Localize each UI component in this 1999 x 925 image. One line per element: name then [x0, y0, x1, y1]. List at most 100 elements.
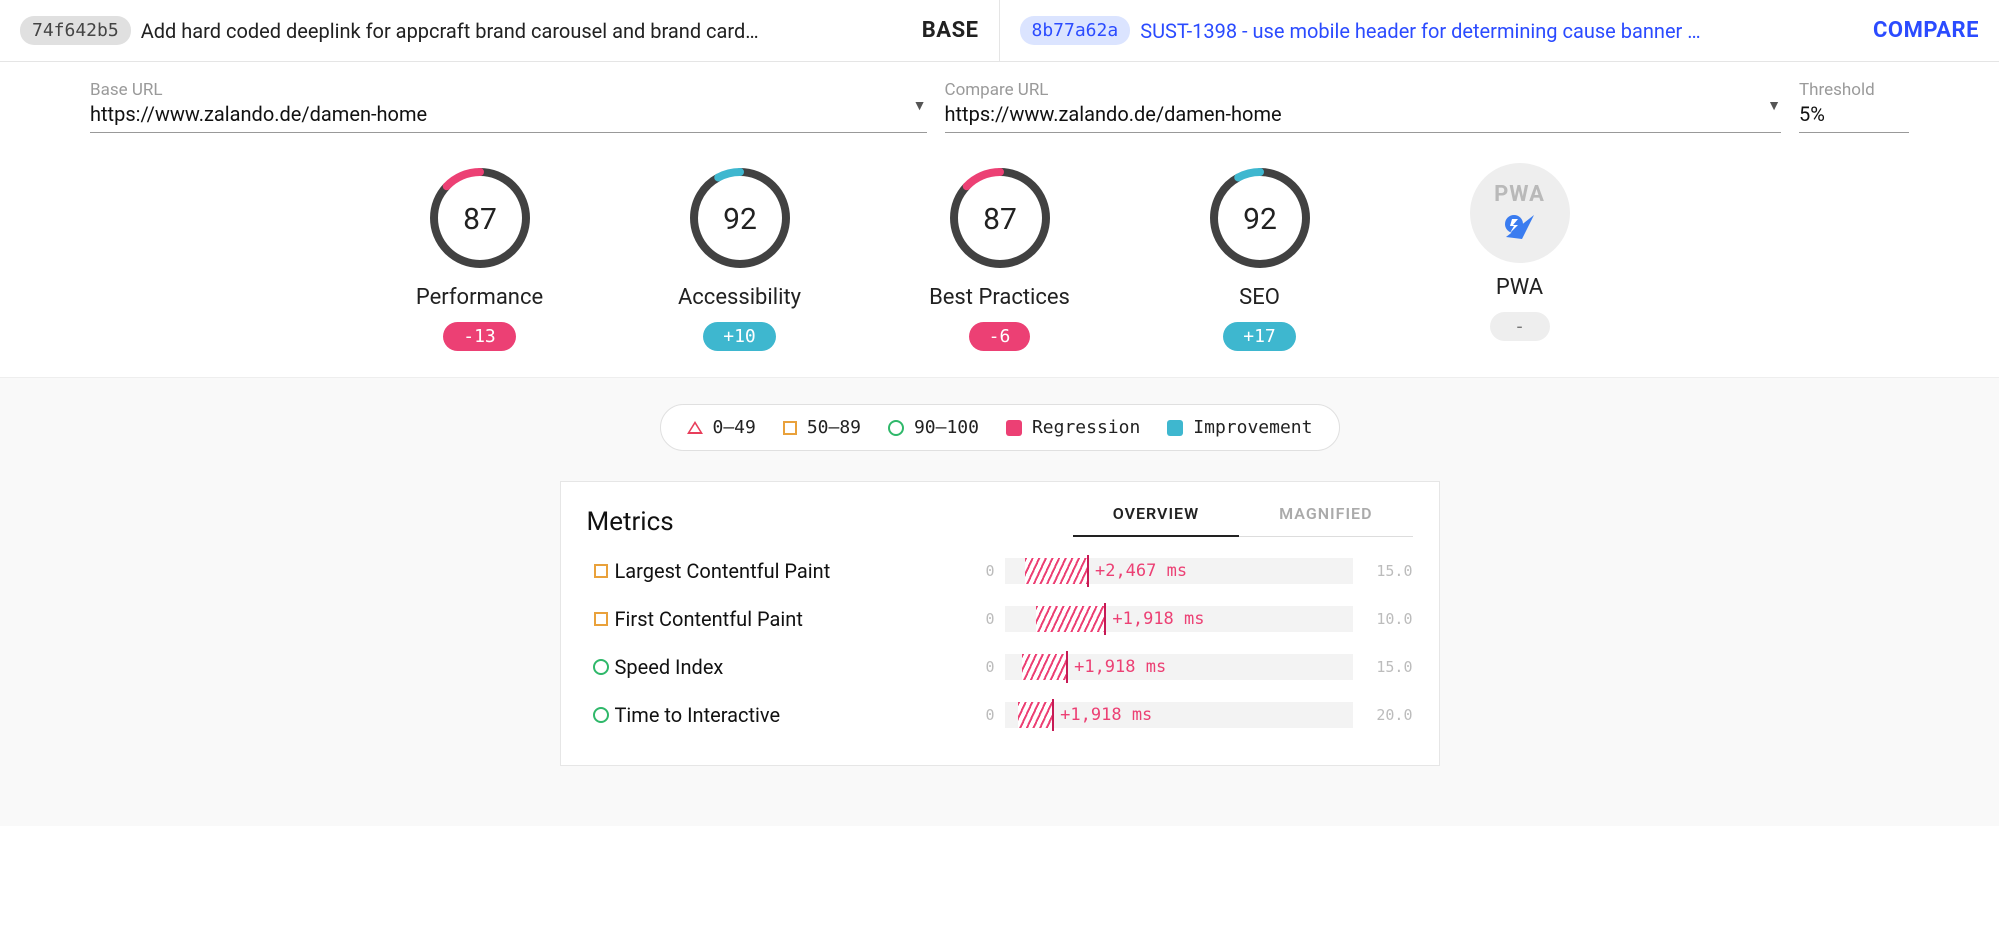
base-url-value: https://www.zalando.de/damen-home — [90, 102, 927, 126]
metric-name: Largest Contentful Paint — [615, 559, 945, 583]
metric-row: Time to Interactive0 +1,918 ms 20.0 — [587, 691, 1413, 739]
gauge-ring-icon: 92 — [685, 163, 795, 273]
legend-item: 0–49 — [687, 417, 756, 438]
metric-max: 15.0 — [1363, 658, 1413, 676]
metric-min: 0 — [945, 610, 995, 628]
chevron-down-icon: ▼ — [1767, 97, 1781, 114]
tab-magnified[interactable]: MAGNIFIED — [1239, 504, 1412, 537]
score-gauges: 87 Performance -13 92 Accessibility +10 87 Best… — [0, 133, 1999, 378]
legend-label: 0–49 — [713, 417, 756, 438]
gauge-title: Accessibility — [678, 285, 801, 310]
compare-commit-message: SUST-1398 - use mobile header for determ… — [1140, 19, 1863, 43]
legend-item: Improvement — [1167, 417, 1312, 438]
metric-max: 15.0 — [1363, 562, 1413, 580]
metric-status-icon — [587, 564, 615, 578]
lightning-icon — [1498, 201, 1542, 245]
gauge-score: 87 — [463, 202, 497, 237]
metric-status-icon — [587, 659, 615, 675]
metric-bar: +2,467 ms — [1005, 558, 1353, 584]
metric-name: Speed Index — [615, 655, 945, 679]
triangle-icon — [687, 421, 703, 434]
metrics-body: Largest Contentful Paint 0 +2,467 ms 15.0 Fi… — [561, 537, 1439, 765]
swatch-icon — [1006, 420, 1022, 436]
base-commit-message: Add hard coded deeplink for appcraft bra… — [141, 19, 912, 43]
metric-delta: +1,918 ms — [1060, 705, 1152, 725]
square-icon — [594, 564, 608, 578]
legend-item: Regression — [1006, 417, 1140, 438]
threshold-input[interactable]: Threshold 5% — [1799, 80, 1909, 133]
compare-url-value: https://www.zalando.de/damen-home — [945, 102, 1782, 126]
gauge-delta-badge: -13 — [443, 322, 516, 351]
gauge-title: SEO — [1239, 285, 1280, 310]
legend-label: 50–89 — [807, 417, 861, 438]
gauge-delta-badge: +10 — [703, 322, 776, 351]
url-threshold-row: Base URL https://www.zalando.de/damen-ho… — [0, 62, 1999, 133]
metric-status-icon — [587, 612, 615, 626]
threshold-label: Threshold — [1799, 80, 1909, 100]
metric-row: First Contentful Paint0 +1,918 ms 10.0 — [587, 595, 1413, 643]
metric-name: First Contentful Paint — [615, 607, 945, 631]
legend-label: Regression — [1032, 417, 1140, 438]
gauge-best-practices[interactable]: 87 Best Practices -6 — [915, 163, 1085, 351]
metric-min: 0 — [945, 658, 995, 676]
metric-bar: +1,918 ms — [1005, 702, 1353, 728]
circle-icon — [593, 659, 609, 675]
circle-icon — [593, 707, 609, 723]
metric-max: 20.0 — [1363, 706, 1413, 724]
gauge-ring-icon: 87 — [945, 163, 1055, 273]
metric-bar: +1,918 ms — [1005, 654, 1353, 680]
square-icon — [783, 421, 797, 435]
base-commit-hash: 74f642b5 — [20, 16, 131, 45]
metric-max: 10.0 — [1363, 610, 1413, 628]
gauge-delta-badge: -6 — [969, 322, 1031, 351]
legend-pill: 0–49 50–89 90–100 Regression Improvement — [660, 404, 1340, 451]
gauge-title: Best Practices — [929, 285, 1070, 310]
gauge-accessibility[interactable]: 92 Accessibility +10 — [655, 163, 825, 351]
compare-header: 74f642b5 Add hard coded deeplink for app… — [0, 0, 1999, 62]
metric-delta: +2,467 ms — [1095, 561, 1187, 581]
gauge-ring-icon: 92 — [1205, 163, 1315, 273]
gauge-seo[interactable]: 92 SEO +17 — [1175, 163, 1345, 351]
compare-role-label: COMPARE — [1873, 18, 1979, 43]
metrics-header: Metrics OVERVIEWMAGNIFIED — [561, 482, 1439, 537]
metric-status-icon — [587, 707, 615, 723]
metrics-card: Metrics OVERVIEWMAGNIFIED Largest Conten… — [560, 481, 1440, 766]
gauge-title: PWA — [1496, 275, 1543, 300]
chevron-down-icon: ▼ — [913, 97, 927, 114]
gauge-score: 92 — [723, 202, 757, 237]
square-icon — [594, 612, 608, 626]
metric-row: Speed Index0 +1,918 ms 15.0 — [587, 643, 1413, 691]
compare-commit-cell: 8b77a62a SUST-1398 - use mobile header f… — [1000, 0, 1999, 61]
compare-url-label: Compare URL — [945, 80, 1782, 100]
gauge-delta-badge: - — [1490, 312, 1550, 341]
base-url-select[interactable]: Base URL https://www.zalando.de/damen-ho… — [90, 80, 927, 133]
compare-commit-hash: 8b77a62a — [1020, 16, 1131, 45]
base-role-label: BASE — [922, 18, 979, 43]
below-fold: 0–49 50–89 90–100 Regression Improvement Met… — [0, 378, 1999, 826]
gauge-delta-badge: +17 — [1223, 322, 1296, 351]
gauge-score: 92 — [1243, 202, 1277, 237]
gauge-score: 87 — [983, 202, 1017, 237]
gauge-performance[interactable]: 87 Performance -13 — [395, 163, 565, 351]
gauge-title: Performance — [416, 285, 543, 310]
pwa-badge-icon: PWA — [1470, 163, 1570, 263]
compare-url-select[interactable]: Compare URL https://www.zalando.de/damen… — [945, 80, 1782, 133]
metric-row: Largest Contentful Paint0+2,467 ms15.0 — [587, 547, 1413, 595]
gauge-ring-icon: 87 — [425, 163, 535, 273]
legend-item: 90–100 — [888, 417, 979, 438]
threshold-value: 5% — [1799, 102, 1909, 126]
legend-item: 50–89 — [783, 417, 861, 438]
legend-label: 90–100 — [914, 417, 979, 438]
swatch-icon — [1167, 420, 1183, 436]
circle-icon — [888, 420, 904, 436]
metric-name: Time to Interactive — [615, 703, 945, 727]
metrics-title: Metrics — [587, 507, 1073, 537]
metric-delta: +1,918 ms — [1112, 609, 1204, 629]
metric-delta: +1,918 ms — [1074, 657, 1166, 677]
gauge-pwa[interactable]: PWA PWA - — [1435, 163, 1605, 351]
tab-overview[interactable]: OVERVIEW — [1073, 504, 1239, 537]
metric-bar: +1,918 ms — [1005, 606, 1353, 632]
base-url-label: Base URL — [90, 80, 927, 100]
base-commit-cell: 74f642b5 Add hard coded deeplink for app… — [0, 0, 1000, 61]
metric-min: 0 — [945, 706, 995, 724]
